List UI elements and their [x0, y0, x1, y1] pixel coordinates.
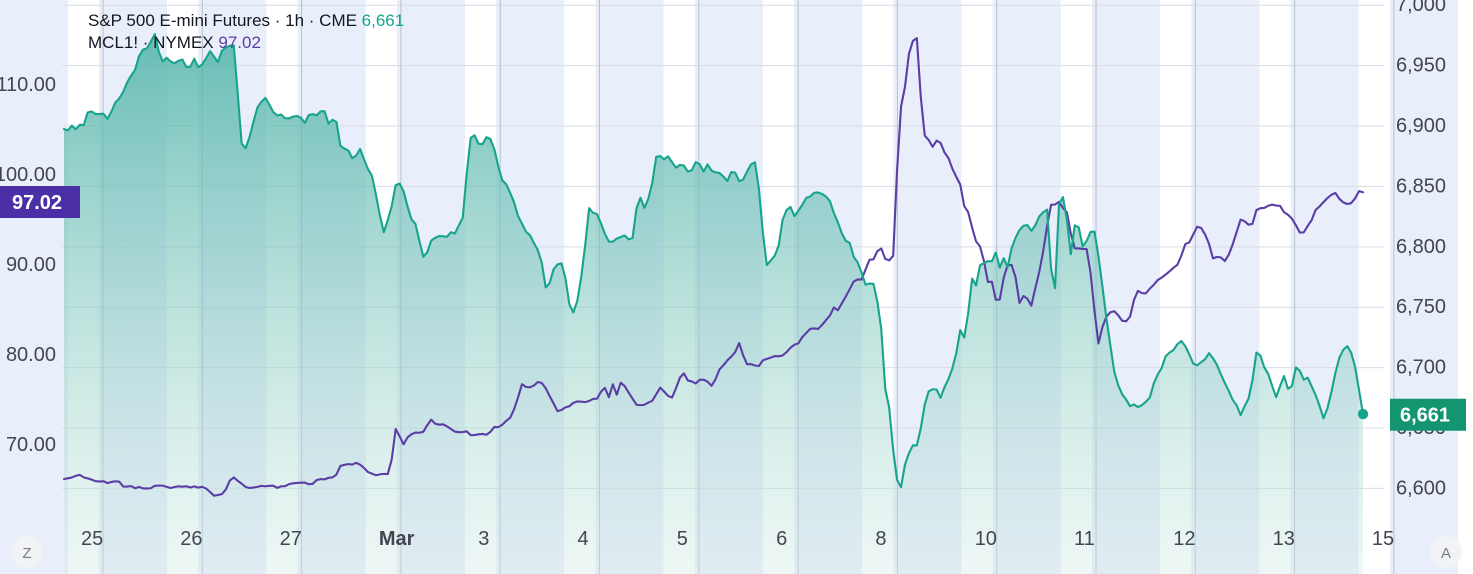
svg-text:3: 3: [478, 528, 489, 550]
svg-text:90.00: 90.00: [6, 254, 56, 276]
svg-text:97.02: 97.02: [12, 192, 62, 214]
svg-text:6,900: 6,900: [1396, 115, 1446, 137]
svg-text:100.00: 100.00: [0, 164, 56, 186]
svg-text:6,850: 6,850: [1396, 175, 1446, 197]
svg-text:8: 8: [875, 528, 886, 550]
svg-text:MCL1! · NYMEX 97.02: MCL1! · NYMEX 97.02: [88, 33, 261, 52]
svg-text:27: 27: [280, 528, 302, 550]
svg-text:S&P 500 E-mini Futures · 1h ·: S&P 500 E-mini Futures · 1h · CME 6,661: [88, 11, 404, 30]
svg-text:6,600: 6,600: [1396, 477, 1446, 499]
svg-text:6,800: 6,800: [1396, 236, 1446, 258]
svg-text:Z: Z: [22, 545, 31, 562]
svg-text:15: 15: [1372, 528, 1394, 550]
svg-text:70.00: 70.00: [6, 434, 56, 456]
svg-text:A: A: [1441, 545, 1451, 562]
svg-text:5: 5: [677, 528, 688, 550]
svg-text:26: 26: [180, 528, 202, 550]
svg-text:7,000: 7,000: [1396, 0, 1446, 16]
svg-text:6,661: 6,661: [1400, 405, 1450, 427]
svg-text:6,950: 6,950: [1396, 55, 1446, 77]
svg-text:4: 4: [578, 528, 589, 550]
svg-text:6,700: 6,700: [1396, 357, 1446, 379]
svg-text:Mar: Mar: [379, 528, 415, 550]
svg-text:110.00: 110.00: [0, 74, 56, 96]
svg-text:10: 10: [975, 528, 997, 550]
svg-text:12: 12: [1173, 528, 1195, 550]
svg-text:11: 11: [1074, 528, 1095, 550]
svg-text:6: 6: [776, 528, 787, 550]
svg-text:25: 25: [81, 528, 103, 550]
svg-text:80.00: 80.00: [6, 344, 56, 366]
svg-text:6,750: 6,750: [1396, 296, 1446, 318]
svg-text:13: 13: [1273, 528, 1295, 550]
